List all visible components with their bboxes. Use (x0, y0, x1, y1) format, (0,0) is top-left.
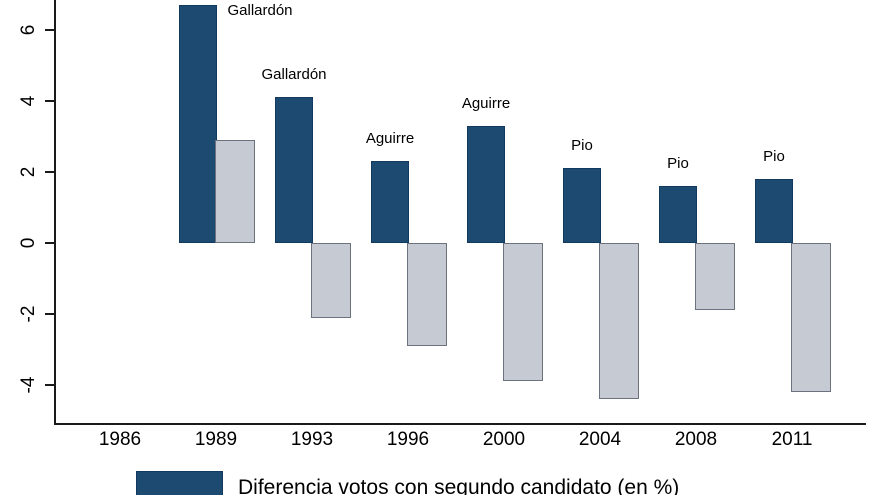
candidate-label-2000: Aguirre (461, 94, 511, 112)
legend-label-diferencia: Diferencia votos con segundo candidato (… (238, 476, 680, 495)
y-tick-0 (45, 242, 54, 244)
y-tick-label-2: 2 (18, 166, 39, 178)
y-tick-label-6: 6 (18, 24, 39, 36)
y-tick-4 (45, 100, 54, 102)
x-tick-label-2000: 2000 (482, 429, 526, 450)
candidate-label-2008: Pio (667, 155, 689, 173)
y-tick-label--2: -2 (18, 305, 39, 323)
y-axis-line (54, 0, 56, 425)
x-tick-label-2008: 2008 (674, 429, 718, 450)
y-tick--4 (45, 384, 54, 386)
bar-diferencia-1989 (179, 5, 217, 243)
bar-series2-1989 (215, 140, 255, 243)
bar-diferencia-2000 (467, 125, 505, 243)
x-tick-label-2011: 2011 (771, 429, 813, 450)
x-tick-label-2004: 2004 (578, 429, 622, 450)
x-tick-label-1986: 1986 (98, 429, 142, 450)
bar-diferencia-1993 (275, 97, 313, 243)
bar-series2-2011 (791, 243, 831, 393)
y-tick-label-0: 0 (18, 237, 39, 249)
x-tick-label-1993: 1993 (290, 429, 334, 450)
candidate-label-2011: Pio (763, 148, 785, 166)
x-tick-label-1996: 1996 (386, 429, 430, 450)
y-tick-label--4: -4 (18, 376, 39, 394)
candidate-label-2004: Pio (571, 137, 593, 155)
candidate-label-1993: Gallardón (261, 66, 327, 84)
bar-diferencia-2011 (755, 179, 793, 243)
bar-diferencia-2008 (659, 186, 697, 243)
bar-series2-2000 (503, 243, 543, 382)
bar-series2-1996 (407, 243, 447, 346)
bar-diferencia-1996 (371, 161, 409, 243)
bar-series2-1993 (311, 243, 351, 318)
bar-series2-2004 (599, 243, 639, 400)
y-tick-label-4: 4 (18, 95, 39, 107)
y-tick--2 (45, 313, 54, 315)
bar-series2-2008 (695, 243, 735, 311)
y-tick-2 (45, 171, 54, 173)
x-axis-line (54, 423, 866, 425)
y-tick-6 (45, 29, 54, 31)
candidate-label-1996: Aguirre (365, 130, 415, 148)
x-tick-label-1989: 1989 (194, 429, 238, 450)
bar-diferencia-2004 (563, 168, 601, 243)
candidate-label-1989: Gallardón (227, 2, 293, 19)
legend-swatch-diferencia (136, 471, 223, 495)
